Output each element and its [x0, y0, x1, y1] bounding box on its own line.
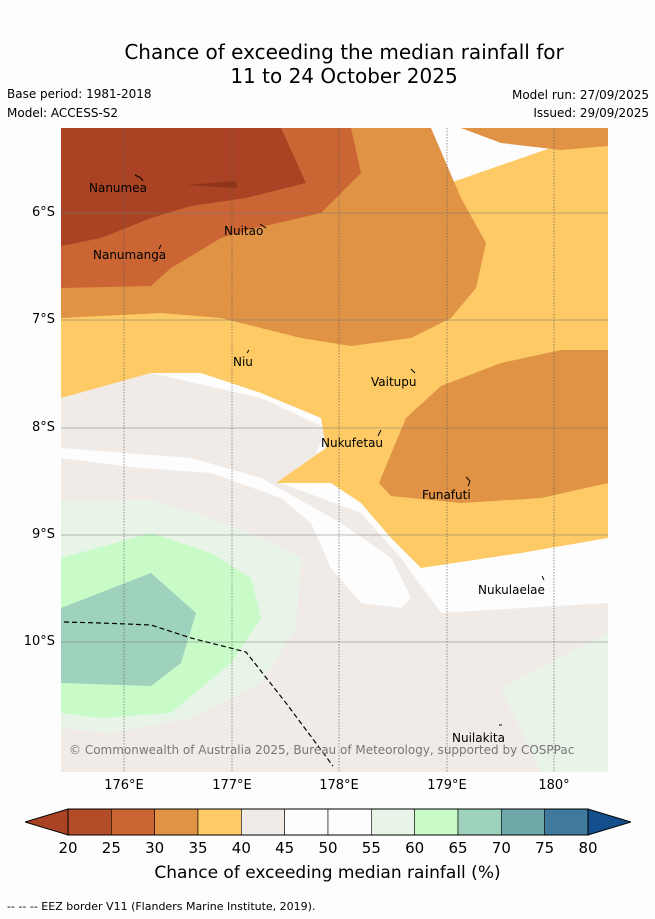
- lat-label-6s: 6°S: [31, 205, 55, 220]
- island-nukufetau: [377, 429, 382, 437]
- label-nanumanga: Nanumanga: [93, 248, 166, 262]
- map-title-line1: Chance of exceeding the median rainfall …: [124, 40, 564, 64]
- colorbar-extend-low: [25, 808, 69, 836]
- eez-border: [63, 621, 334, 767]
- region-65-70: [61, 573, 196, 686]
- island-nukulaelae: [541, 575, 545, 581]
- region-below-20: [186, 181, 237, 188]
- copyright-notice: © Commonwealth of Australia 2025, Bureau…: [69, 743, 574, 757]
- lat-label-8s: 8°S: [31, 420, 55, 435]
- colorbar-tick-45: 45: [275, 839, 295, 857]
- lon-label-177e: 177°E: [212, 778, 252, 793]
- region-55-60-east: [501, 633, 608, 772]
- colorbar-cell-60-65: [414, 808, 459, 836]
- colorbar-cell-65-70: [457, 808, 502, 836]
- island-niu: [246, 349, 250, 354]
- colorbar-tick-55: 55: [361, 839, 381, 857]
- label-nukufetau: Nukufetau: [321, 436, 383, 450]
- colorbar-cell-25-30: [111, 808, 155, 836]
- colorbar-cell-40-45: [241, 808, 285, 836]
- island-nanumanga: [158, 244, 162, 250]
- colorbar-tick-20: 20: [58, 839, 78, 857]
- colorbar-tick-70: 70: [491, 839, 511, 857]
- colorbar-cell-45-50: [284, 808, 329, 836]
- model-name: Model: ACCESS-S2: [7, 106, 119, 120]
- colorbar-tick-25: 25: [101, 839, 121, 857]
- colorbar-cell-30-35: [154, 808, 199, 836]
- island-funafuti: [465, 476, 471, 487]
- map-title-line2: 11 to 24 October 2025: [230, 64, 458, 88]
- colorbar-extend-high: [587, 808, 631, 836]
- lat-label-9s: 9°S: [31, 527, 55, 542]
- region-30-35-ne: [461, 128, 608, 150]
- lon-label-180: 180°: [538, 778, 570, 793]
- colorbar-tick-75: 75: [535, 839, 555, 857]
- colorbar-cell-35-40: [197, 808, 242, 836]
- colorbar-cell-20-25: [67, 808, 112, 836]
- colorbar-tick-65: 65: [448, 839, 468, 857]
- colorbar-cell-75-80: [544, 808, 589, 836]
- islands: [134, 174, 545, 726]
- label-niu: Niu: [233, 355, 253, 369]
- issued-date: Issued: 29/09/2025: [533, 106, 649, 120]
- label-nuitao: Nuitao: [224, 224, 263, 238]
- colorbar-outline: [67, 808, 589, 836]
- label-vaitupu: Vaitupu: [371, 375, 417, 389]
- colorbar-tick-35: 35: [188, 839, 208, 857]
- region-20-25: [61, 128, 306, 246]
- colorbar-tick-80: 80: [578, 839, 598, 857]
- colorbar: [25, 808, 631, 836]
- colorbar-tick-60: 60: [405, 839, 425, 857]
- lat-label-10s: 10°S: [23, 634, 55, 649]
- label-nanumea: Nanumea: [89, 181, 147, 195]
- label-funafuti: Funafuti: [422, 488, 471, 502]
- lon-label-178e: 178°E: [319, 778, 359, 793]
- rainfall-map-svg: Nanumea Nuitao Nanumanga Niu Vaitupu Nuk…: [61, 128, 608, 772]
- colorbar-tick-40: 40: [231, 839, 251, 857]
- island-nanumea: [134, 174, 144, 182]
- rainfall-map: Nanumea Nuitao Nanumanga Niu Vaitupu Nuk…: [61, 128, 608, 772]
- colorbar-tick-30: 30: [145, 839, 165, 857]
- place-labels: Nanumea Nuitao Nanumanga Niu Vaitupu Nuk…: [89, 181, 545, 745]
- region-30-35-east: [379, 350, 608, 503]
- base-period: Base period: 1981-2018: [7, 87, 152, 101]
- lat-label-7s: 7°S: [31, 312, 55, 327]
- lon-label-176e: 176°E: [104, 778, 144, 793]
- island-vaitupu: [410, 368, 416, 374]
- graticule: [123, 128, 555, 772]
- colorbar-cell-55-60: [371, 808, 415, 836]
- region-45-50-south: [301, 663, 421, 772]
- parallels: [61, 212, 608, 643]
- colorbar-cell-70-75: [501, 808, 545, 836]
- label-nukulaelae: Nukulaelae: [478, 583, 545, 597]
- label-nuilakita: Nuilakita: [452, 731, 505, 745]
- island-nuitao: [259, 223, 267, 229]
- eez-legend-note: -- -- -- EEZ border V11 (Flanders Marine…: [7, 900, 316, 913]
- colorbar-title: Chance of exceeding median rainfall (%): [154, 863, 501, 883]
- colorbar-cell-50-55: [327, 808, 372, 836]
- colorbar-tick-50: 50: [318, 839, 338, 857]
- model-run: Model run: 27/09/2025: [511, 88, 649, 102]
- lon-label-179e: 179°E: [427, 778, 467, 793]
